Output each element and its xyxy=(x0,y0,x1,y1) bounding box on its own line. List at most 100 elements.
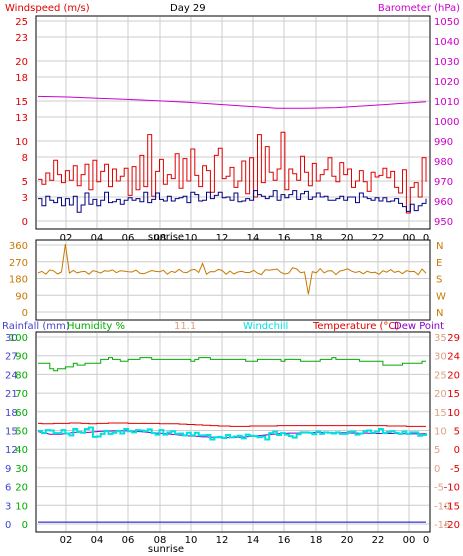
panel3-series-3-line xyxy=(38,426,427,441)
legend-item-1: Humidity % xyxy=(67,321,125,332)
temp-f-tick-4: 0 xyxy=(454,445,460,456)
humidity-tick-6: 60 xyxy=(15,408,28,419)
temp-f-tick-7: 15 xyxy=(447,389,460,400)
panel3-xtick-12: 0 xyxy=(423,535,429,546)
legend-item-0: Rainfall (mm) xyxy=(2,321,70,332)
direction-tick-4: 360 xyxy=(9,241,28,252)
rain-tick-10: 30 xyxy=(5,333,18,344)
panel2-frame xyxy=(35,239,431,321)
humidity-tick-2: 20 xyxy=(15,483,28,494)
humidity-tick-5: 50 xyxy=(15,427,28,438)
compass-tick-2: S xyxy=(436,275,442,286)
barometer-tick-4: 990 xyxy=(434,137,453,148)
panel1-xtick-8: 18 xyxy=(310,233,323,244)
temp-f-tick-0: -20 xyxy=(444,520,460,531)
temp-c-tick-10: 35 xyxy=(434,333,447,344)
direction-tick-1: 90 xyxy=(15,291,28,302)
chart-title: Day 29 xyxy=(170,3,206,14)
rain-tick-9: 27 xyxy=(5,352,18,363)
humidity-tick-1: 10 xyxy=(15,501,28,512)
humidity-tick-7: 70 xyxy=(15,389,28,400)
windspeed-tick-2: 5 xyxy=(22,177,28,188)
temp-c-tick-8: 25 xyxy=(434,370,447,381)
temp-f-tick-5: 5 xyxy=(454,427,460,438)
panel3-xtick-5: 12 xyxy=(216,535,229,546)
panel3-xtick-3: 08 xyxy=(154,535,167,546)
panel3-xtick-11: 00 xyxy=(403,535,416,546)
panel3-series-1-line xyxy=(38,422,426,427)
barometer-tick-8: 1030 xyxy=(434,57,459,68)
panel1-xtick-3: 08 xyxy=(154,233,167,244)
panel1-series-2-line xyxy=(37,95,427,109)
windspeed-tick-1: 3 xyxy=(22,193,28,204)
rain-tick-8: 24 xyxy=(5,370,18,381)
direction-tick-2: 180 xyxy=(9,275,28,286)
barometer-tick-2: 970 xyxy=(434,177,453,188)
barometer-tick-0: 950 xyxy=(434,217,453,228)
humidity-tick-9: 90 xyxy=(15,352,28,363)
panel3-xtick-4: 10 xyxy=(185,535,198,546)
temp-c-tick-7: 20 xyxy=(434,389,447,400)
panel1-series-1-line xyxy=(38,190,427,213)
temp-c-tick-6: 15 xyxy=(434,408,447,419)
temp-c-tick-9: 30 xyxy=(434,352,447,363)
panel1-xtick-7: 16 xyxy=(278,233,291,244)
panel1-xtick-10: 22 xyxy=(372,233,385,244)
direction-tick-0: 0 xyxy=(22,308,28,319)
windspeed-tick-9: 23 xyxy=(15,33,28,44)
legend-item-4: Temperature (°C) xyxy=(312,321,399,332)
barometer-tick-7: 1020 xyxy=(434,77,459,88)
barometer-tick-6: 1010 xyxy=(434,97,459,108)
panel1-xtick-2: 06 xyxy=(122,233,135,244)
temp-f-tick-1: -15 xyxy=(444,501,460,512)
panel3-xtick-6: 14 xyxy=(247,535,260,546)
barometer-tick-3: 980 xyxy=(434,157,453,168)
temp-f-tick-6: 10 xyxy=(447,408,460,419)
rain-tick-4: 12 xyxy=(5,445,18,456)
temp-f-tick-2: -10 xyxy=(444,483,460,494)
panel1-xtick-9: 20 xyxy=(341,233,354,244)
humidity-tick-10: 100 xyxy=(9,333,28,344)
legend-item-2: 11.1 xyxy=(174,321,196,332)
temp-f-tick-9: 24 xyxy=(447,352,460,363)
panel3-xtick-0: 02 xyxy=(60,535,73,546)
panel1-xtick-12: 0 xyxy=(423,233,429,244)
panel3-sunrise-label: sunrise xyxy=(148,544,184,555)
windspeed-tick-8: 20 xyxy=(15,57,28,68)
panel1-frame xyxy=(35,15,431,230)
panel1-xtick-6: 14 xyxy=(247,233,260,244)
temp-c-tick-1: -10 xyxy=(434,501,450,512)
panel3-series-0-line xyxy=(38,357,426,372)
humidity-tick-8: 80 xyxy=(15,370,28,381)
humidity-tick-3: 30 xyxy=(15,464,28,475)
compass-tick-4: N xyxy=(436,241,443,252)
rain-tick-6: 18 xyxy=(5,408,18,419)
windspeed-tick-7: 18 xyxy=(15,73,28,84)
barometer-tick-10: 1050 xyxy=(434,17,459,28)
rain-tick-7: 21 xyxy=(5,389,18,400)
temp-c-tick-0: -15 xyxy=(434,520,450,531)
rain-tick-2: 6 xyxy=(5,483,11,494)
panel3-xtick-2: 06 xyxy=(122,535,135,546)
barometer-tick-5: 1000 xyxy=(434,117,459,128)
legend-item-5: Dew Point xyxy=(394,321,444,332)
legend-item-3: Windchill xyxy=(243,321,288,332)
panel1-xtick-5: 12 xyxy=(216,233,229,244)
rain-tick-0: 0 xyxy=(5,520,11,531)
windspeed-tick-4: 10 xyxy=(15,137,28,148)
windspeed-tick-6: 15 xyxy=(15,97,28,108)
panel3-xtick-9: 20 xyxy=(341,535,354,546)
temp-c-tick-4: 5 xyxy=(434,445,440,456)
temp-f-tick-8: 20 xyxy=(447,370,460,381)
compass-tick-0: N xyxy=(436,308,443,319)
barometer-tick-9: 1040 xyxy=(434,37,459,48)
direction-tick-3: 270 xyxy=(9,258,28,269)
temp-c-tick-2: -5 xyxy=(434,483,444,494)
rain-tick-5: 15 xyxy=(5,427,18,438)
panel3-xtick-1: 04 xyxy=(91,535,104,546)
panel1-xtick-0: 02 xyxy=(60,233,73,244)
windspeed-tick-5: 13 xyxy=(15,113,28,124)
panel3-xtick-10: 22 xyxy=(372,535,385,546)
compass-tick-1: W xyxy=(436,291,446,302)
compass-tick-3: E xyxy=(436,258,442,269)
